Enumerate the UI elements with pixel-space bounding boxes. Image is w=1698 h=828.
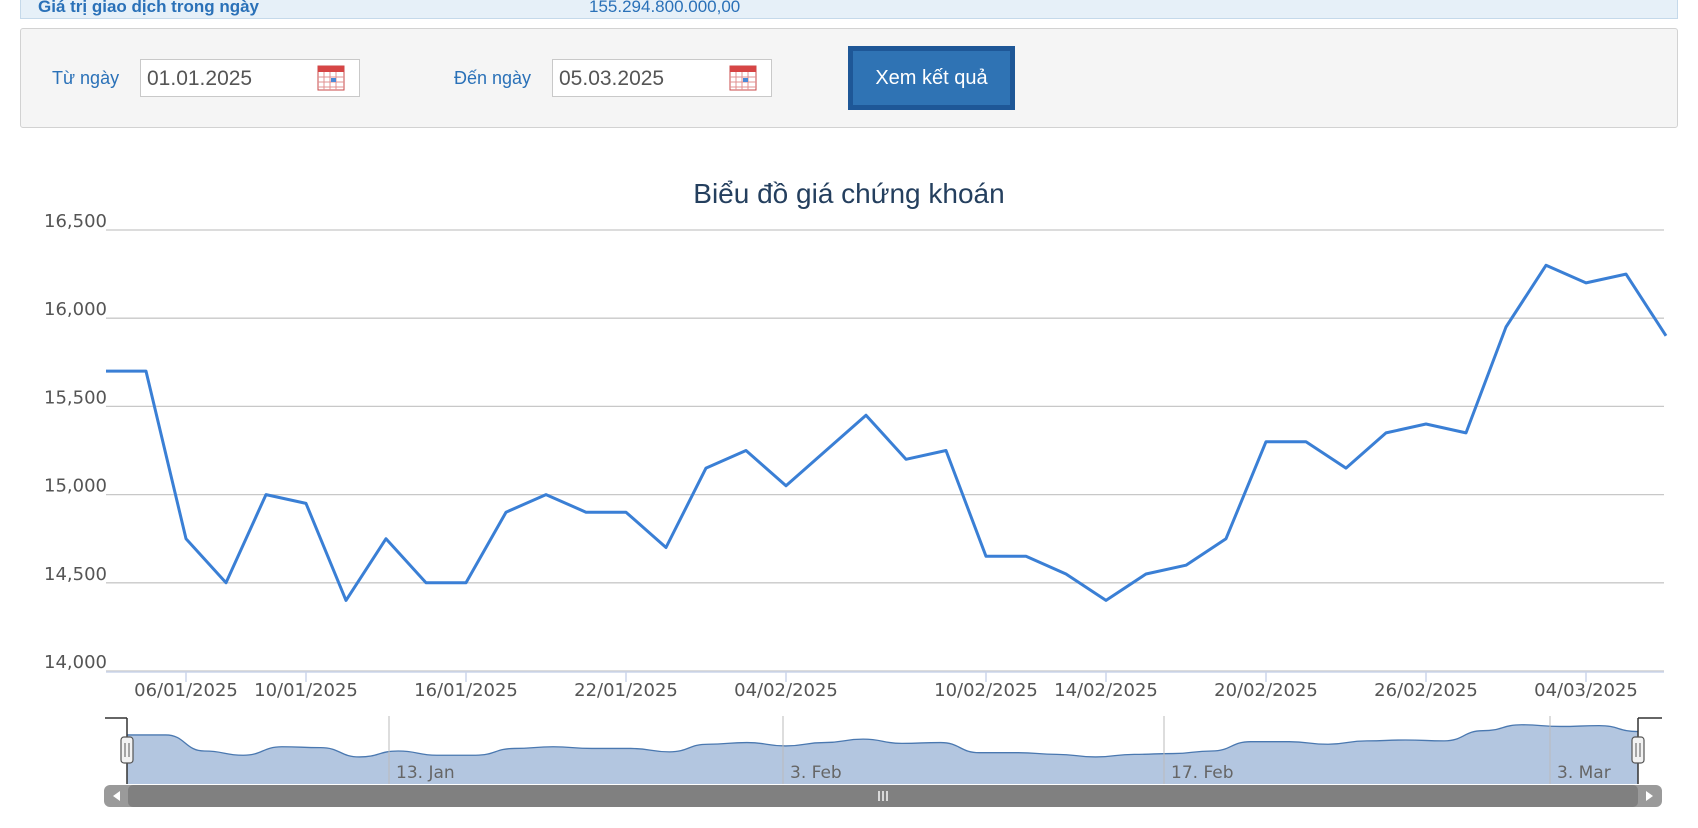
y-tick-label: 14,000 [44, 652, 107, 673]
y-tick-label: 14,500 [44, 564, 107, 585]
x-axis: 06/01/2025 10/01/2025 16/01/2025 22/01/2025… [106, 671, 1664, 701]
to-date-label: Đến ngày [454, 68, 532, 88]
from-date-input[interactable]: 01.01.2025 [140, 59, 360, 97]
navigator-label: 3. Mar [1557, 763, 1611, 783]
x-tick-label: 14/02/2025 [1054, 680, 1158, 701]
navigator-area [127, 724, 1638, 784]
y-tick-label: 15,500 [44, 387, 107, 408]
x-tick-label: 06/01/2025 [134, 680, 238, 701]
trade-value: 155.294.800.000,00 [589, 0, 741, 16]
from-date-label: Từ ngày [52, 68, 120, 88]
scroll-left-arrow-icon[interactable] [113, 791, 120, 801]
x-tick-label: 20/02/2025 [1214, 680, 1318, 701]
navigator-line [127, 724, 1639, 758]
calendar-icon[interactable] [729, 65, 757, 91]
navigator-label: 17. Feb [1171, 763, 1234, 783]
view-results-label: Xem kết quả [853, 51, 1010, 105]
x-tick-label: 10/01/2025 [254, 680, 358, 701]
y-axis: 14,000 14,500 15,000 15,500 16,000 16,500 [44, 211, 107, 673]
to-date-value: 05.03.2025 [559, 67, 665, 90]
handle-body[interactable] [1631, 736, 1645, 764]
scroll-right-arrow-icon[interactable] [1646, 791, 1653, 801]
navigator[interactable]: 13. Jan 3. Feb 17. Feb 3. Mar [105, 716, 1662, 784]
handle-body[interactable] [120, 736, 134, 764]
y-tick-label: 16,500 [44, 211, 107, 232]
y-tick-label: 15,000 [44, 476, 107, 497]
price-series [106, 263, 1668, 602]
date-filter-panel: Từ ngày 01.01.2025 Đến ngày 05.03.2025 X… [20, 28, 1678, 128]
x-tick-label: 04/03/2025 [1534, 680, 1638, 701]
from-date-value: 01.01.2025 [147, 67, 253, 90]
calendar-icon[interactable] [317, 65, 345, 91]
x-tick-label: 26/02/2025 [1374, 680, 1478, 701]
scrollbar[interactable] [104, 785, 1662, 807]
x-tick-label: 16/01/2025 [414, 680, 518, 701]
x-tick-label: 10/02/2025 [934, 680, 1038, 701]
summary-row: Giá trị giao dịch trong ngày 155.294.800… [20, 0, 1678, 19]
chart-title: Biểu đồ giá chứng khoán [693, 178, 1005, 209]
trade-value-label: Giá trị giao dịch trong ngày [38, 0, 260, 16]
view-results-button[interactable]: Xem kết quả [848, 46, 1015, 110]
grid-lines [106, 229, 1664, 672]
x-tick-label: 04/02/2025 [734, 680, 838, 701]
y-tick-label: 16,000 [44, 299, 107, 320]
x-tick-label: 22/01/2025 [574, 680, 678, 701]
to-date-input[interactable]: 05.03.2025 [552, 59, 772, 97]
navigator-handle[interactable] [120, 736, 134, 764]
navigator-label: 3. Feb [790, 763, 842, 783]
navigator-handle[interactable] [1631, 736, 1645, 764]
navigator-label: 13. Jan [396, 763, 455, 783]
price-line [106, 263, 1668, 602]
